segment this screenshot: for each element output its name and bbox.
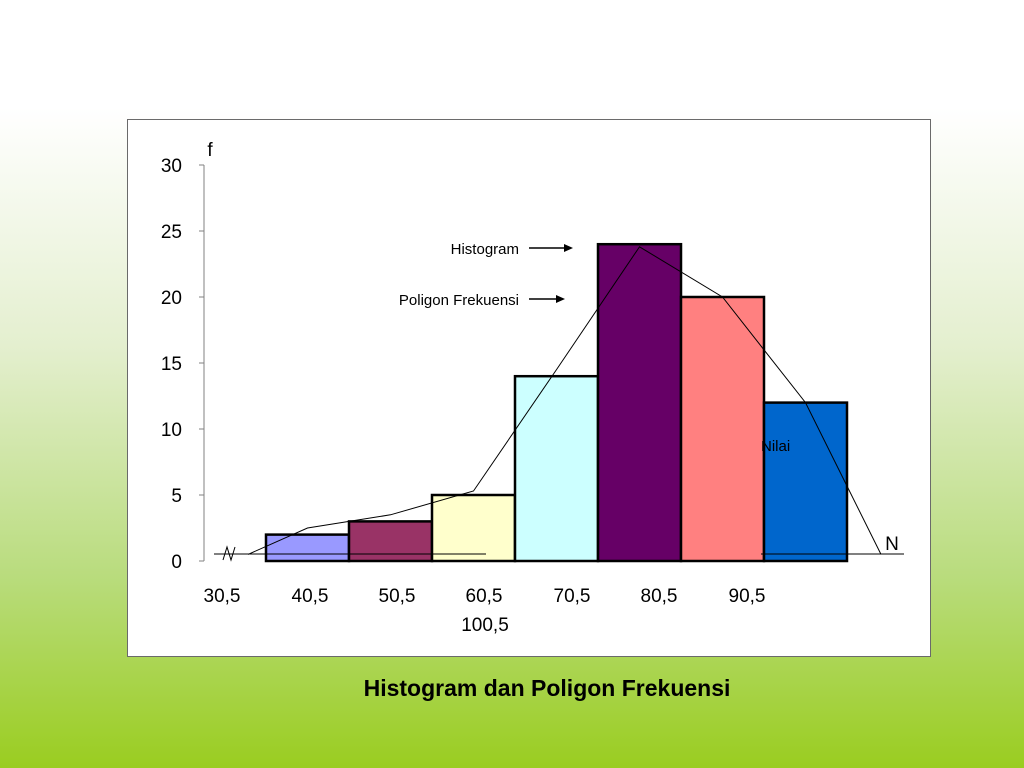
x-tick-label: 50,5 [379,586,416,607]
y-tick-label: 10 [161,420,182,441]
x-tick-label: 80,5 [641,586,678,607]
x-tick-label: 60,5 [466,586,503,607]
histogram-bar [513,374,600,563]
y-axis-label: f [207,140,213,161]
y-tick-label: 25 [161,222,182,243]
histogram-polygon-chart: 0 5 10 15 20 25 30 f 30,5 40,5 50,5 60,5 70,5 80,5 90,… [161,140,904,636]
histogram-bar [679,295,766,563]
y-tick-label: 30 [161,156,182,177]
histogram-annotation: Histogram [451,241,519,258]
polygon-arrow-head [556,295,565,303]
y-tick-label: 5 [171,486,182,507]
histogram-bar [762,401,849,563]
histogram-bar [264,533,351,563]
y-tick-label: 20 [161,288,182,309]
x-tick-label: 30,5 [204,586,241,607]
axis-break-mark [222,545,236,562]
y-tick-label: 0 [171,552,182,573]
x-tick-label: 90,5 [729,586,766,607]
frequency-polygon-line [247,246,882,555]
value-axis-annotation: Nilai [761,438,790,455]
polygon-annotation: Poligon Frekuensi [399,292,519,309]
histogram-arrow-head [564,244,573,252]
chart-caption: Histogram dan Poligon Frekuensi [363,675,731,701]
histogram-bar [596,242,683,563]
y-tick-label: 15 [161,354,182,375]
x-tick-label: 40,5 [292,586,329,607]
chart-frame: 0 5 10 15 20 25 30 f 30,5 40,5 50,5 60,5 70,5 80,5 90,… [127,119,931,657]
x-tick-label-extra: 100,5 [461,615,509,636]
histogram-bar [430,493,517,563]
x-axis-end-label: N [885,534,899,555]
histogram-bar [347,520,434,563]
x-tick-label: 70,5 [554,586,591,607]
